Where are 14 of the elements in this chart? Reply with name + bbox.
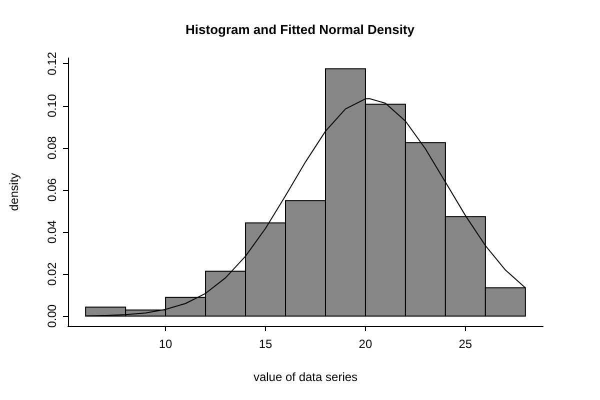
y-tick-label: 0.10: [45, 94, 59, 118]
x-tick-label: 20: [358, 337, 372, 351]
x-tick-label: 25: [458, 337, 472, 351]
y-tick-label: 0.06: [45, 178, 59, 202]
y-tick-label: 0.08: [45, 136, 59, 160]
y-axis-title: density: [7, 172, 21, 212]
y-tick-label: 0.02: [45, 262, 59, 286]
x-axis-title: value of data series: [253, 370, 358, 384]
x-tick-label: 15: [258, 337, 273, 351]
y-tick-label: 0.12: [45, 52, 59, 76]
x-tick-label: 10: [158, 337, 173, 351]
y-tick-label: 0.00: [45, 304, 59, 328]
y-tick-label: 0.04: [45, 220, 59, 244]
chart-title: Histogram and Fitted Normal Density: [186, 22, 416, 37]
